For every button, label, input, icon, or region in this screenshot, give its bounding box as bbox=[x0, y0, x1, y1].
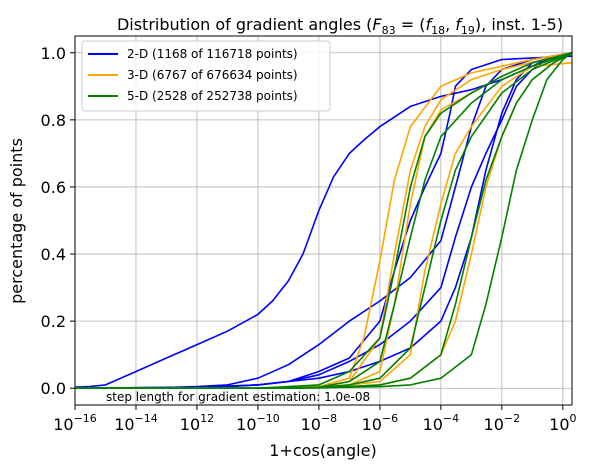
series-line-2-instance-4 bbox=[75, 62, 573, 389]
x-axis-label: 1+cos(angle) bbox=[269, 441, 376, 460]
y-axis-ticks: 0.0 0.2 0.4 0.6 0.8 1.0 bbox=[41, 44, 75, 398]
y-tick-label: 0.2 bbox=[41, 312, 66, 331]
chart-title: Distribution of gradient angles (F83 = (… bbox=[117, 15, 563, 37]
y-axis-label: percentage of points bbox=[7, 138, 26, 304]
series-lines bbox=[74, 52, 573, 389]
legend-box bbox=[81, 40, 331, 112]
series-line-3-instance-1 bbox=[75, 52, 573, 389]
x-tick-label: 10−8 bbox=[301, 412, 338, 434]
plot-frame bbox=[74, 35, 573, 406]
x-tick-label: 1012 bbox=[180, 412, 214, 434]
series-line-3-instance-5 bbox=[75, 52, 573, 389]
x-tick-label: 10−2 bbox=[484, 412, 521, 434]
x-tick-label: 10−14 bbox=[114, 412, 158, 434]
y-tick-label: 0.6 bbox=[41, 178, 66, 197]
x-tick-label: 10−10 bbox=[236, 412, 280, 434]
y-tick-label: 0.8 bbox=[41, 111, 66, 130]
legend-label: 5-D (2528 of 252738 points) bbox=[127, 89, 298, 103]
series-line-1-instance-1 bbox=[74, 52, 573, 388]
x-tick-label: 100 bbox=[549, 412, 576, 434]
legend-label: 2-D (1168 of 116718 points) bbox=[127, 47, 298, 61]
grid bbox=[74, 36, 572, 405]
y-tick-label: 0.4 bbox=[41, 245, 66, 264]
x-tick-label: 10−4 bbox=[423, 412, 460, 434]
x-tick-label: 10−16 bbox=[53, 412, 97, 434]
series-line-1-instance-2 bbox=[74, 52, 573, 389]
x-axis-ticks: 10−16 10−14 1012 10−10 10−8 10−6 10−4 10−2 100 bbox=[53, 405, 577, 434]
x-tick-label: 10−6 bbox=[362, 412, 399, 434]
y-tick-label: 1.0 bbox=[41, 44, 66, 63]
legend: 2-D (1168 of 116718 points) 3-D (6767 of … bbox=[81, 40, 331, 112]
step-length-annotation: step length for gradient estimation: 1.0… bbox=[106, 390, 370, 404]
legend-label: 3-D (6767 of 676634 points) bbox=[127, 68, 298, 82]
y-tick-label: 0.0 bbox=[41, 379, 66, 398]
